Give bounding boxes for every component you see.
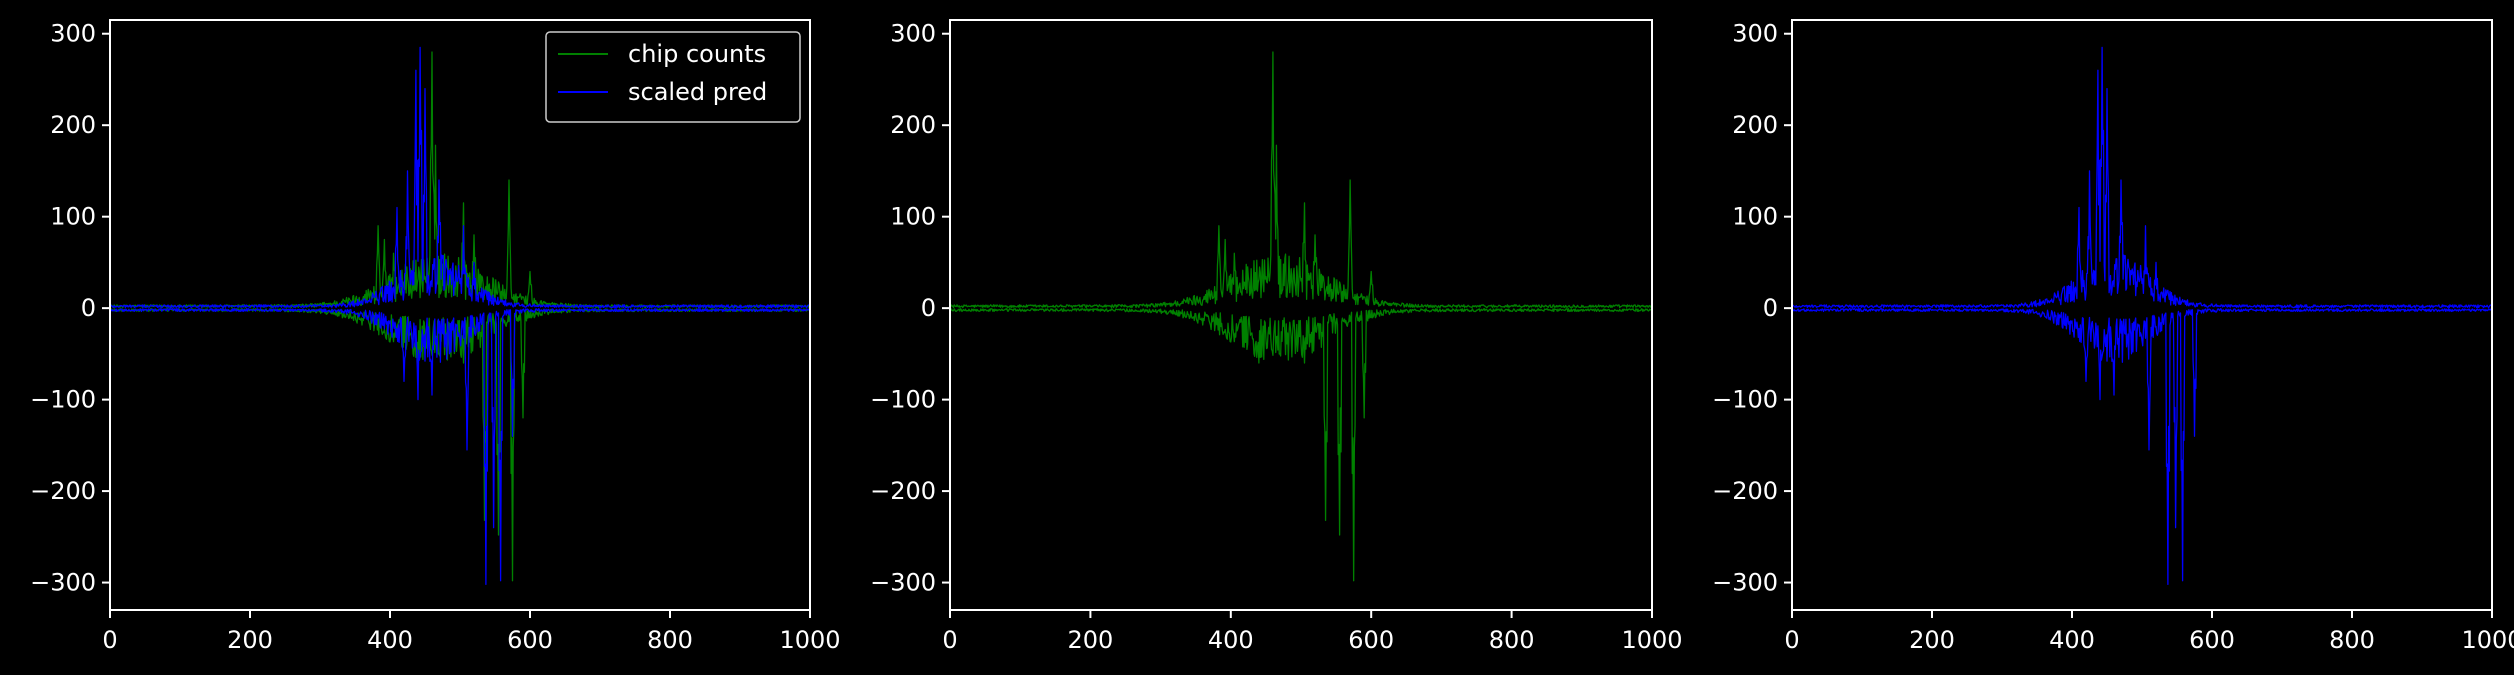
x-tick-label: 800 bbox=[647, 626, 693, 654]
y-tick-label: −300 bbox=[30, 569, 96, 597]
panel-3-frame bbox=[1791, 19, 2493, 611]
y-tick-label: −200 bbox=[870, 477, 936, 505]
y-tick-label: 300 bbox=[50, 20, 96, 48]
y-tick-label: 200 bbox=[890, 111, 936, 139]
legend-label-chip-counts: chip counts bbox=[628, 40, 766, 68]
x-tick-label: 400 bbox=[1208, 626, 1254, 654]
y-tick-label: 300 bbox=[890, 20, 936, 48]
x-tick-label: 400 bbox=[367, 626, 413, 654]
series-scaled-pred-lower bbox=[1792, 308, 2492, 586]
x-tick-label: 200 bbox=[1067, 626, 1113, 654]
x-tick-label: 400 bbox=[2049, 626, 2095, 654]
y-tick-label: −100 bbox=[870, 386, 936, 414]
x-tick-label: 1000 bbox=[2461, 626, 2514, 654]
y-tick-label: 300 bbox=[1732, 20, 1778, 48]
panel-1-legend: chip counts scaled pred bbox=[545, 31, 801, 123]
y-tick-label: −300 bbox=[1712, 569, 1778, 597]
x-tick-label: 0 bbox=[942, 626, 957, 654]
y-tick-label: 0 bbox=[921, 294, 936, 322]
x-tick-label: 600 bbox=[507, 626, 553, 654]
series-scaled-pred-lower bbox=[110, 308, 810, 586]
legend-box bbox=[545, 31, 801, 123]
y-tick-label: 200 bbox=[50, 111, 96, 139]
y-tick-label: −200 bbox=[1712, 477, 1778, 505]
x-tick-label: 200 bbox=[1909, 626, 1955, 654]
series-scaled-pred-upper bbox=[110, 46, 810, 309]
panel-2-frame bbox=[949, 19, 1653, 611]
x-tick-label: 0 bbox=[102, 626, 117, 654]
series-scaled-pred-upper bbox=[1792, 46, 2492, 309]
y-tick-label: 0 bbox=[81, 294, 96, 322]
x-tick-label: 800 bbox=[2329, 626, 2375, 654]
y-tick-label: −200 bbox=[30, 477, 96, 505]
x-tick-label: 1000 bbox=[1621, 626, 1682, 654]
y-tick-label: −100 bbox=[1712, 386, 1778, 414]
y-tick-label: 100 bbox=[1732, 203, 1778, 231]
y-tick-label: 0 bbox=[1763, 294, 1778, 322]
x-tick-label: 200 bbox=[227, 626, 273, 654]
panel-1: 0 200 400 600 800 10003002001000−100−200−300 … bbox=[30, 19, 841, 654]
y-tick-label: −300 bbox=[870, 569, 936, 597]
x-tick-label: 0 bbox=[1784, 626, 1799, 654]
x-tick-label: 800 bbox=[1489, 626, 1535, 654]
y-tick-label: 100 bbox=[890, 203, 936, 231]
y-tick-label: −100 bbox=[30, 386, 96, 414]
panel-2-series bbox=[950, 51, 1652, 582]
x-tick-label: 1000 bbox=[779, 626, 840, 654]
y-tick-label: 100 bbox=[50, 203, 96, 231]
series-chip-counts-upper bbox=[950, 51, 1652, 309]
x-tick-label: 600 bbox=[2189, 626, 2235, 654]
legend-label-scaled-pred: scaled pred bbox=[628, 78, 767, 106]
panel-3-series bbox=[1792, 46, 2492, 586]
y-tick-label: 200 bbox=[1732, 111, 1778, 139]
panel-1-frame bbox=[109, 19, 811, 611]
x-tick-label: 600 bbox=[1348, 626, 1394, 654]
series-chip-counts-lower bbox=[950, 308, 1652, 582]
panel-1-series bbox=[110, 46, 810, 586]
